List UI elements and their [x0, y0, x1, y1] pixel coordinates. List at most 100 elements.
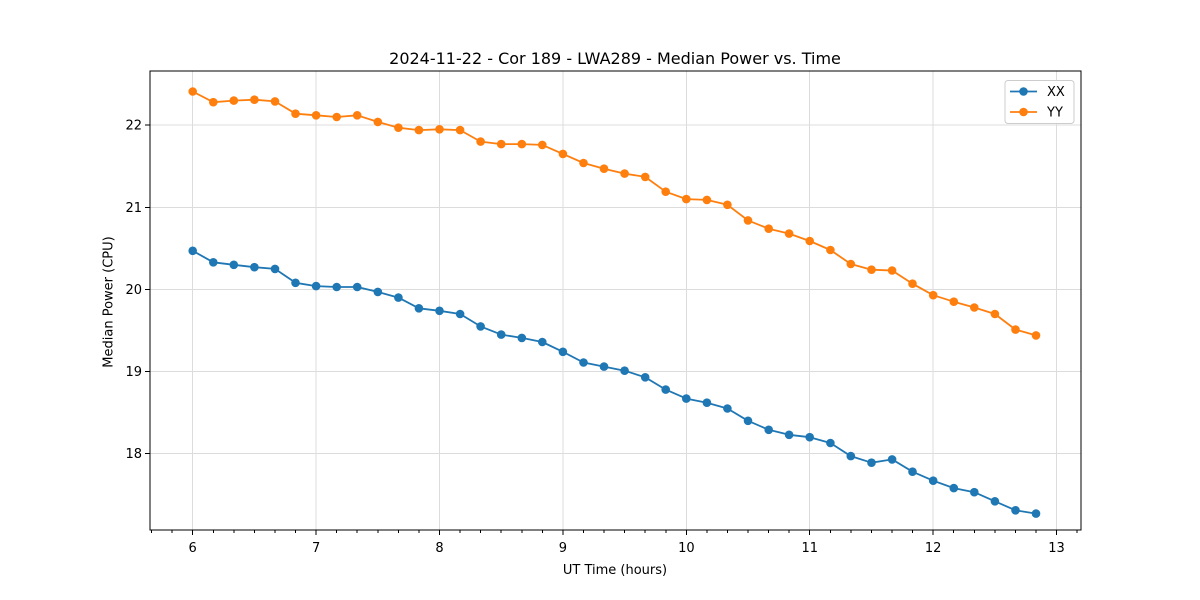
legend-label-XX: XX — [1047, 85, 1065, 100]
y-tick-label-20: 20 — [125, 283, 142, 298]
data-point-XX — [723, 404, 732, 413]
data-point-XX — [414, 304, 424, 313]
data-point-XX — [661, 385, 670, 394]
data-point-XX — [599, 362, 609, 371]
data-point-YY — [805, 236, 814, 246]
data-point-XX — [229, 260, 239, 270]
series-YY — [188, 87, 1041, 340]
data-point-YY — [661, 187, 670, 196]
data-point-XX — [332, 282, 342, 292]
x-tick-label-7: 7 — [312, 541, 320, 556]
data-point-YY — [1031, 331, 1041, 340]
series-XX — [188, 246, 1041, 518]
x-tick-label-11: 11 — [801, 541, 818, 556]
data-point-XX — [784, 430, 794, 440]
data-point-XX — [538, 337, 547, 347]
data-point-XX — [270, 264, 280, 274]
data-point-YY — [784, 229, 794, 238]
x-tick-label-13: 13 — [1048, 541, 1065, 556]
data-point-YY — [209, 97, 218, 107]
data-point-XX — [949, 483, 959, 493]
data-point-XX — [826, 438, 835, 448]
data-point-XX — [846, 451, 856, 461]
x-tick-label-9: 9 — [559, 541, 567, 556]
data-point-XX — [209, 258, 218, 267]
data-point-XX — [805, 432, 814, 442]
data-point-XX — [517, 333, 527, 343]
data-point-YY — [702, 195, 712, 205]
data-point-YY — [332, 112, 342, 122]
data-point-XX — [908, 467, 917, 477]
plot-border — [149, 70, 1082, 531]
data-point-YY — [599, 164, 609, 173]
data-point-YY — [928, 290, 938, 300]
data-point-YY — [620, 169, 629, 178]
data-point-YY — [764, 224, 773, 233]
data-point-YY — [229, 96, 239, 105]
data-point-XX — [640, 373, 650, 382]
data-point-YY — [352, 111, 362, 120]
data-point-YY — [949, 297, 959, 307]
x-tick-label-10: 10 — [678, 541, 695, 556]
data-point-YY — [723, 200, 732, 210]
data-point-XX — [476, 322, 485, 331]
data-point-YY — [990, 309, 1000, 319]
data-point-XX — [702, 398, 712, 408]
y-tick-label-21: 21 — [125, 201, 142, 216]
x-axis-label: UT Time (hours) — [562, 563, 668, 578]
data-point-YY — [517, 139, 527, 149]
data-point-YY — [867, 265, 876, 275]
data-point-YY — [311, 111, 321, 120]
data-point-YY — [373, 117, 383, 127]
data-point-YY — [291, 109, 300, 118]
data-point-YY — [414, 125, 424, 135]
data-point-XX — [250, 262, 259, 272]
data-point-YY — [435, 125, 444, 134]
data-point-YY — [887, 266, 897, 275]
data-point-XX — [373, 287, 383, 297]
legend-marker-YY — [1019, 107, 1028, 117]
data-point-XX — [1011, 506, 1020, 515]
data-point-XX — [455, 309, 465, 319]
data-point-YY — [970, 303, 979, 312]
data-point-XX — [435, 306, 444, 316]
data-point-XX — [970, 487, 979, 497]
data-point-XX — [394, 293, 403, 302]
legend-label-YY: YY — [1046, 106, 1063, 121]
x-tick-label-6: 6 — [189, 541, 197, 556]
x-tick-label-12: 12 — [925, 541, 942, 556]
data-point-XX — [352, 282, 362, 292]
data-point-YY — [846, 259, 856, 269]
data-point-YY — [1011, 325, 1020, 334]
data-point-XX — [743, 416, 753, 426]
data-point-XX — [558, 347, 568, 357]
data-point-YY — [538, 140, 547, 150]
data-point-XX — [291, 278, 300, 288]
data-point-YY — [270, 97, 280, 106]
data-point-YY — [476, 137, 485, 146]
data-point-XX — [579, 358, 588, 367]
data-point-XX — [867, 458, 876, 468]
data-point-XX — [1031, 509, 1041, 518]
data-point-YY — [250, 95, 259, 104]
data-point-YY — [826, 245, 835, 255]
y-tick-label-22: 22 — [125, 119, 142, 134]
data-point-YY — [579, 158, 588, 168]
data-point-YY — [558, 149, 568, 159]
data-point-XX — [188, 246, 197, 256]
data-point-XX — [887, 455, 897, 464]
x-tick-label-8: 8 — [435, 541, 443, 556]
y-tick-label-19: 19 — [125, 365, 142, 380]
data-point-XX — [620, 366, 629, 376]
legend-marker-XX — [1019, 87, 1028, 96]
data-point-YY — [455, 125, 465, 135]
data-point-YY — [743, 216, 753, 225]
data-point-YY — [394, 123, 403, 132]
legend: XX YY — [1004, 80, 1075, 124]
data-point-YY — [908, 279, 917, 289]
data-point-XX — [928, 476, 938, 486]
series-line-YY — [191, 90, 1037, 337]
data-point-XX — [311, 281, 321, 291]
